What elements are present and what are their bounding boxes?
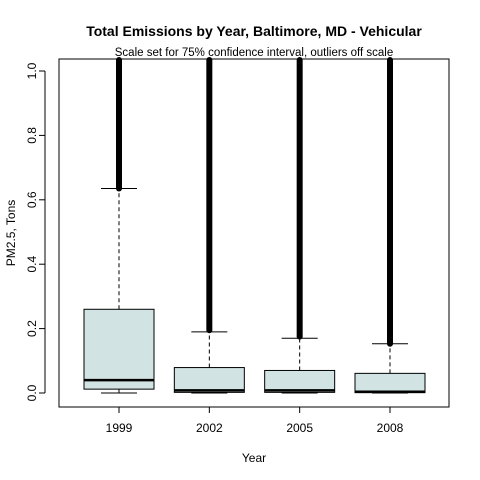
box-2005 — [264, 369, 336, 393]
x-tick-label: 2002 — [196, 421, 223, 435]
box-1999 — [83, 308, 155, 390]
box-2002 — [173, 367, 245, 393]
y-tick-label: 0.8 — [25, 127, 39, 144]
x-tick-label: 2005 — [286, 421, 313, 435]
box-group-1999 — [83, 57, 155, 394]
box-2008 — [354, 372, 426, 394]
x-tick-label: 1999 — [106, 421, 133, 435]
y-tick-label: 0.4 — [25, 256, 39, 273]
x-axis: 1999 2002 2005 2008 — [106, 406, 404, 435]
y-axis-label: PM2.5, Tons — [4, 200, 18, 266]
y-tick-label: 0.6 — [25, 191, 39, 208]
box-group-2005 — [264, 57, 336, 394]
x-axis-label: Year — [242, 451, 266, 465]
chart-subtitle: Scale set for 75% confidence interval, o… — [115, 47, 394, 59]
chart-title: Total Emissions by Year, Baltimore, MD -… — [86, 23, 422, 39]
y-tick-label: 0.0 — [25, 384, 39, 401]
boxplot-marks — [83, 57, 426, 394]
y-axis: 0.0 0.2 0.4 0.6 0.8 1.0 — [25, 62, 46, 401]
box-group-2002 — [173, 57, 245, 394]
y-tick-label: 1.0 — [25, 62, 39, 79]
box-group-2008 — [354, 57, 426, 394]
x-tick-label: 2008 — [377, 421, 404, 435]
y-tick-label: 0.2 — [25, 320, 39, 337]
